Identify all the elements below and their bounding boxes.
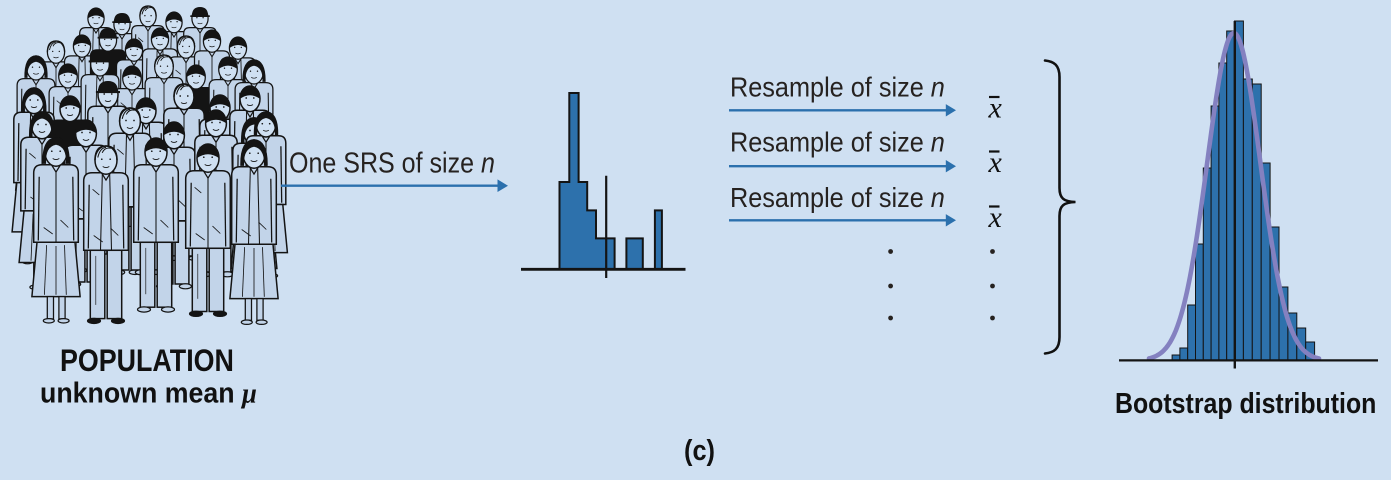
- svg-text:(c): (c): [684, 433, 715, 466]
- svg-text:Bootstrap distribution: Bootstrap distribution: [1115, 387, 1376, 419]
- svg-text:Resample of size n: Resample of size n: [730, 182, 945, 213]
- svg-text:One SRS of size n: One SRS of size n: [289, 147, 495, 179]
- svg-text:x: x: [988, 201, 1003, 234]
- svg-text:unknown mean μ: unknown mean μ: [40, 377, 257, 410]
- svg-text:Resample of size n: Resample of size n: [730, 126, 945, 157]
- svg-text:Resample of size n: Resample of size n: [730, 71, 945, 102]
- svg-text:x: x: [988, 146, 1003, 179]
- svg-text:POPULATION: POPULATION: [60, 344, 234, 378]
- svg-text:x: x: [988, 92, 1003, 125]
